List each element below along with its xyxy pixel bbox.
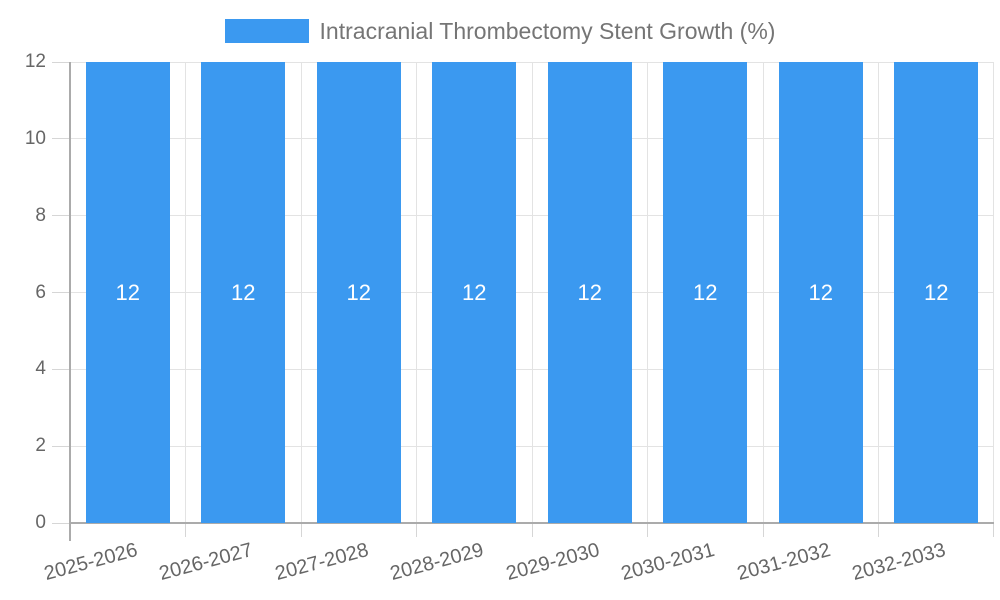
x-gridline: [762, 62, 764, 523]
bar-value-label: 12: [346, 279, 371, 305]
bar-value-label: 12: [115, 279, 140, 305]
bar[interactable]: 12: [663, 62, 748, 523]
bar[interactable]: 12: [432, 62, 517, 523]
y-tick-mark: [52, 138, 70, 140]
y-tick-label: 10: [24, 127, 46, 149]
x-gridline: [647, 62, 648, 523]
y-tick-mark: [52, 61, 70, 63]
x-gridline: [531, 62, 533, 523]
y-tick-label: 2: [35, 435, 46, 457]
y-tick-mark: [52, 292, 70, 293]
x-tick-mark: [300, 523, 302, 537]
x-axis-line: [70, 522, 994, 524]
x-tick-label: 2031-2032: [734, 538, 833, 585]
bar[interactable]: 12: [894, 62, 979, 523]
x-tick-label: 2030-2031: [619, 538, 718, 585]
bar-value-label: 12: [577, 279, 602, 305]
x-gridline: [992, 62, 994, 523]
bar-value-label: 12: [231, 279, 256, 305]
x-tick-mark: [647, 523, 648, 537]
x-gridline: [878, 62, 879, 523]
x-tick-mark: [992, 523, 994, 537]
bar-value-label: 12: [693, 279, 718, 305]
bar[interactable]: 12: [201, 62, 286, 523]
bar-value-label: 12: [924, 279, 949, 305]
x-tick-mark: [416, 523, 417, 537]
x-gridline: [300, 62, 302, 523]
y-tick-mark: [52, 215, 70, 217]
x-tick-label: 2032-2033: [850, 538, 949, 585]
x-gridline: [185, 62, 186, 523]
y-axis-line: [69, 62, 71, 541]
y-tick-label: 12: [24, 51, 46, 72]
bar[interactable]: 12: [85, 62, 170, 523]
x-tick-mark: [185, 523, 186, 537]
plot-area: 0 2 4 6 8 10 12 12 2025-2026 12 2026-2027 12 2027-20…: [25, 51, 994, 585]
bar-value-label: 12: [808, 279, 833, 305]
x-tick-mark: [878, 523, 879, 537]
x-tick-mark: [531, 523, 533, 537]
x-gridline: [416, 62, 417, 523]
x-tick-label: 2026-2027: [157, 538, 256, 585]
y-tick-mark: [52, 522, 70, 524]
y-tick-label: 8: [35, 204, 46, 226]
x-tick-label: 2025-2026: [41, 538, 140, 585]
x-tick-label: 2027-2028: [272, 538, 371, 585]
x-tick-label: 2028-2029: [388, 538, 487, 585]
legend-swatch[interactable]: [224, 19, 309, 43]
y-tick-mark: [52, 445, 70, 447]
y-tick-label: 6: [35, 281, 46, 303]
x-tick-mark: [762, 523, 764, 537]
y-tick-label: 4: [35, 358, 46, 380]
y-tick-mark: [52, 368, 70, 370]
y-tick-label: 0: [35, 512, 46, 533]
bar-value-label: 12: [462, 279, 487, 305]
legend-label: Intracranial Thrombectomy Stent Growth (…: [319, 18, 776, 44]
legend: Intracranial Thrombectomy Stent Growth (…: [0, 15, 1000, 47]
x-tick-label: 2029-2030: [503, 538, 602, 585]
bar[interactable]: 12: [778, 62, 863, 523]
bar[interactable]: 12: [547, 62, 632, 523]
bar[interactable]: 12: [316, 62, 401, 523]
